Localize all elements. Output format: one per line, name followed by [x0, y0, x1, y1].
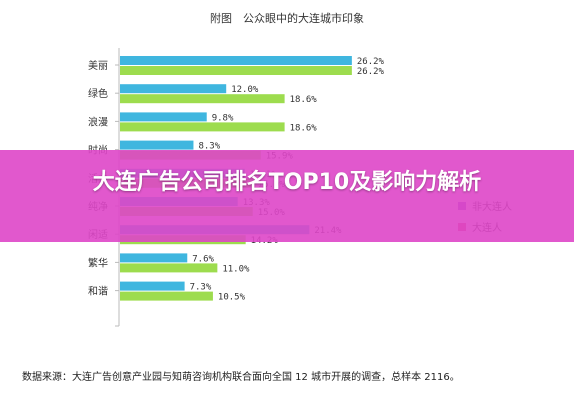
bar	[120, 122, 285, 132]
bar	[120, 56, 352, 65]
bar	[120, 112, 207, 122]
title-banner: 大连广告公司排名TOP10及影响力解析	[0, 150, 574, 242]
bar	[120, 291, 213, 301]
category-label: 绿色	[88, 87, 108, 100]
data-label: 12.0%	[231, 85, 259, 95]
data-label: 10.5%	[218, 293, 246, 303]
data-label: 11.0%	[222, 264, 250, 274]
data-source-note: 数据来源：大连广告创意产业园与知萌咨询机构联合面向全国 12 城市开展的调查，总…	[22, 372, 460, 383]
bar	[120, 84, 227, 94]
category-label: 浪漫	[88, 115, 108, 128]
bar	[120, 253, 188, 263]
bar	[120, 140, 194, 150]
data-label: 9.8%	[212, 113, 234, 123]
bar	[120, 66, 352, 75]
bar	[120, 263, 218, 273]
data-label: 18.6%	[290, 95, 318, 105]
data-label: 18.6%	[290, 123, 318, 133]
chart-title: 附图 公众眼中的大连城市印象	[210, 12, 364, 25]
data-label: 8.3%	[198, 142, 220, 152]
data-label: 7.3%	[190, 283, 212, 293]
bar	[120, 281, 185, 291]
bar	[120, 94, 285, 104]
category-label: 和谐	[88, 286, 108, 298]
category-label: 美丽	[88, 59, 108, 72]
data-label: 7.6%	[192, 254, 214, 264]
category-label: 繁华	[88, 256, 108, 269]
banner-title: 大连广告公司排名TOP10及影响力解析	[92, 170, 482, 195]
data-label: 26.2%	[357, 57, 385, 67]
data-label: 26.2%	[357, 67, 385, 77]
